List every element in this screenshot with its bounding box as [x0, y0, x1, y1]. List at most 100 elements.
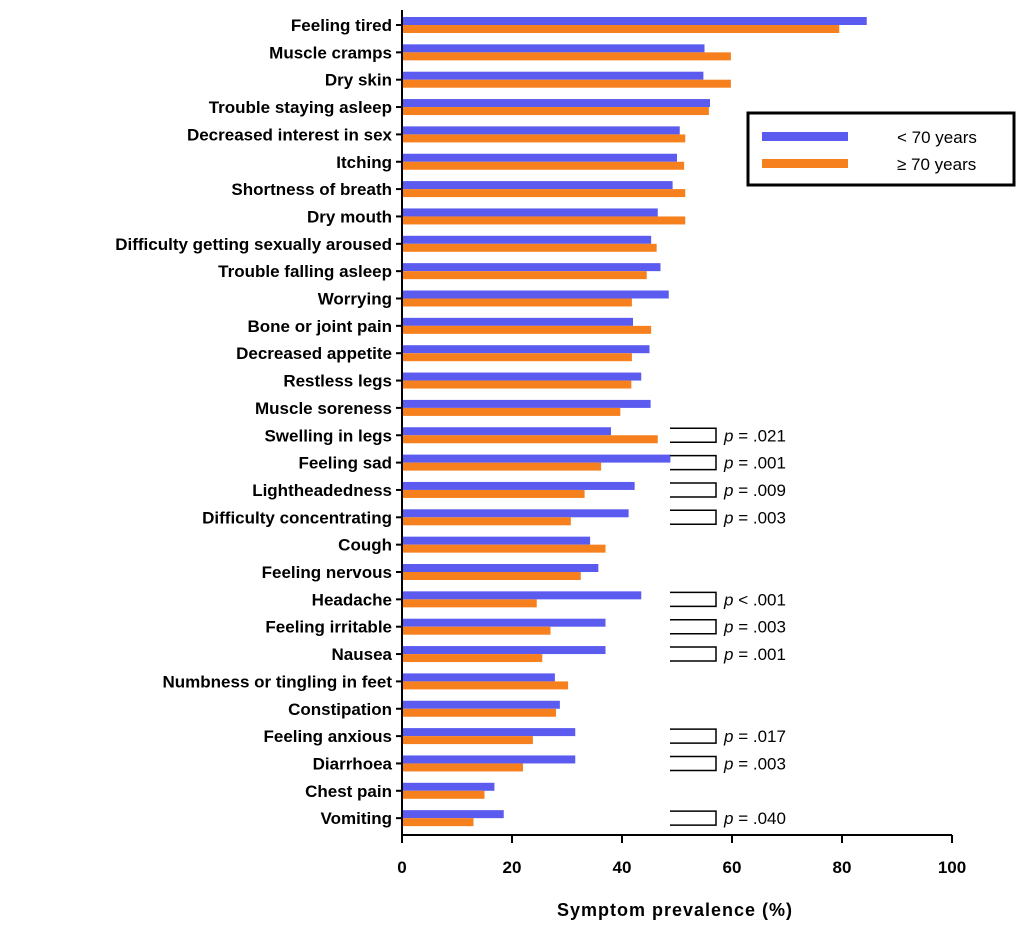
bar-70-plus-28 [402, 790, 485, 799]
bar-70-plus-8 [402, 243, 657, 252]
bar-under-70-0 [402, 17, 867, 25]
category-label-11: Bone or joint pain [248, 317, 393, 336]
category-label-16: Feeling sad [298, 454, 392, 473]
category-label-26: Feeling anxious [264, 727, 392, 746]
category-label-0: Feeling tired [291, 16, 392, 35]
significance-bracket-4 [670, 591, 717, 608]
category-label-27: Diarrhoea [313, 754, 393, 773]
p-value-text-7: = .017 [733, 727, 785, 746]
category-label-14: Muscle soreness [255, 399, 392, 418]
bar-under-70-6 [402, 181, 673, 190]
p-value-label-3: p = .003 [723, 508, 786, 527]
bar-under-70-8 [402, 235, 652, 244]
bar-70-plus-3 [402, 107, 709, 116]
significance-bracket-8 [670, 755, 717, 772]
legend-swatch-0 [762, 132, 848, 141]
bar-70-plus-13 [402, 380, 632, 389]
category-label-20: Feeling nervous [262, 563, 392, 582]
bar-70-plus-27 [402, 763, 523, 772]
bar-70-plus-1 [402, 52, 731, 61]
bar-under-70-17 [402, 481, 635, 490]
bar-under-70-14 [402, 399, 651, 408]
p-value-label-8: p = .003 [723, 754, 786, 773]
category-label-4: Decreased interest in sex [187, 125, 393, 144]
x-tick-label-3: 60 [723, 858, 742, 877]
significance-bracket-0 [670, 427, 717, 443]
bar-under-70-1 [402, 44, 705, 53]
p-value-label-2: p = .009 [723, 481, 786, 500]
bar-70-plus-2 [402, 79, 731, 88]
x-tick-label-0: 0 [397, 858, 406, 877]
bar-under-70-15 [402, 427, 611, 436]
bar-under-70-2 [402, 71, 704, 80]
p-symbol-3: p [723, 508, 733, 527]
significance-bracket-2 [670, 482, 717, 498]
p-value-text-8: = .003 [733, 754, 785, 773]
p-value-text-3: = .003 [733, 508, 785, 527]
category-label-8: Difficulty getting sexually aroused [115, 235, 392, 254]
p-value-text-2: = .009 [733, 481, 785, 500]
category-label-6: Shortness of breath [231, 180, 392, 199]
bar-under-70-20 [402, 564, 599, 572]
bar-under-70-28 [402, 782, 495, 791]
p-value-label-6: p = .001 [723, 645, 786, 664]
category-label-10: Worrying [318, 290, 392, 309]
bar-70-plus-4 [402, 134, 686, 143]
category-label-12: Decreased appetite [236, 344, 392, 363]
bar-under-70-3 [402, 99, 710, 108]
legend-swatch-1 [762, 159, 848, 168]
p-value-text-9: = .040 [733, 809, 785, 828]
bar-70-plus-22 [402, 626, 551, 635]
significance-bracket-6 [670, 646, 717, 662]
bar-under-70-10 [402, 290, 669, 299]
bar-under-70-27 [402, 755, 576, 764]
bars-group [402, 17, 867, 827]
bar-70-plus-7 [402, 216, 686, 225]
bar-70-plus-6 [402, 189, 686, 198]
p-value-label-1: p = .001 [723, 454, 786, 473]
bar-under-70-4 [402, 126, 680, 135]
significance-bracket-7 [670, 728, 717, 744]
p-value-text-0: = .021 [733, 426, 785, 445]
category-label-22: Feeling irritable [265, 618, 392, 637]
bar-70-plus-5 [402, 161, 685, 170]
category-label-18: Difficulty concentrating [202, 508, 392, 527]
bar-under-70-9 [402, 263, 661, 272]
bar-under-70-5 [402, 153, 677, 162]
legend-label-0: < 70 years [897, 128, 977, 147]
significance-bracket-5 [670, 618, 717, 635]
bar-70-plus-10 [402, 298, 632, 307]
legend-box [746, 111, 1016, 187]
p-value-label-7: p = .017 [723, 727, 786, 746]
category-label-24: Numbness or tingling in feet [162, 672, 392, 691]
x-tick-label-1: 20 [503, 858, 522, 877]
legend-label-1: ≥ 70 years [897, 155, 976, 174]
category-label-29: Vomiting [321, 809, 392, 828]
x-tick-label-2: 40 [613, 858, 632, 877]
bar-70-plus-15 [402, 435, 658, 444]
p-symbol-4: p [723, 590, 733, 609]
axes-group: 0 20 40 60 80 100 [396, 10, 966, 877]
bar-70-plus-29 [402, 818, 474, 827]
bar-70-plus-14 [402, 407, 621, 416]
category-label-9: Trouble falling asleep [218, 262, 392, 281]
p-value-label-9: p = .040 [723, 809, 786, 828]
category-label-7: Dry mouth [307, 207, 392, 226]
bar-under-70-26 [402, 728, 576, 737]
p-symbol-7: p [723, 727, 733, 746]
category-label-13: Restless legs [283, 372, 392, 391]
p-symbol-5: p [723, 618, 733, 637]
bar-70-plus-12 [402, 353, 632, 362]
bar-under-70-13 [402, 372, 642, 381]
p-symbol-2: p [723, 481, 733, 500]
bar-70-plus-9 [402, 271, 647, 280]
category-label-17: Lightheadedness [252, 481, 392, 500]
category-label-15: Swelling in legs [264, 426, 392, 445]
p-value-text-6: = .001 [733, 645, 785, 664]
significance-bracket-1 [670, 454, 717, 471]
bar-70-plus-20 [402, 572, 581, 580]
category-label-28: Chest pain [305, 782, 392, 801]
bar-under-70-21 [402, 591, 642, 600]
category-label-1: Muscle cramps [269, 43, 392, 62]
